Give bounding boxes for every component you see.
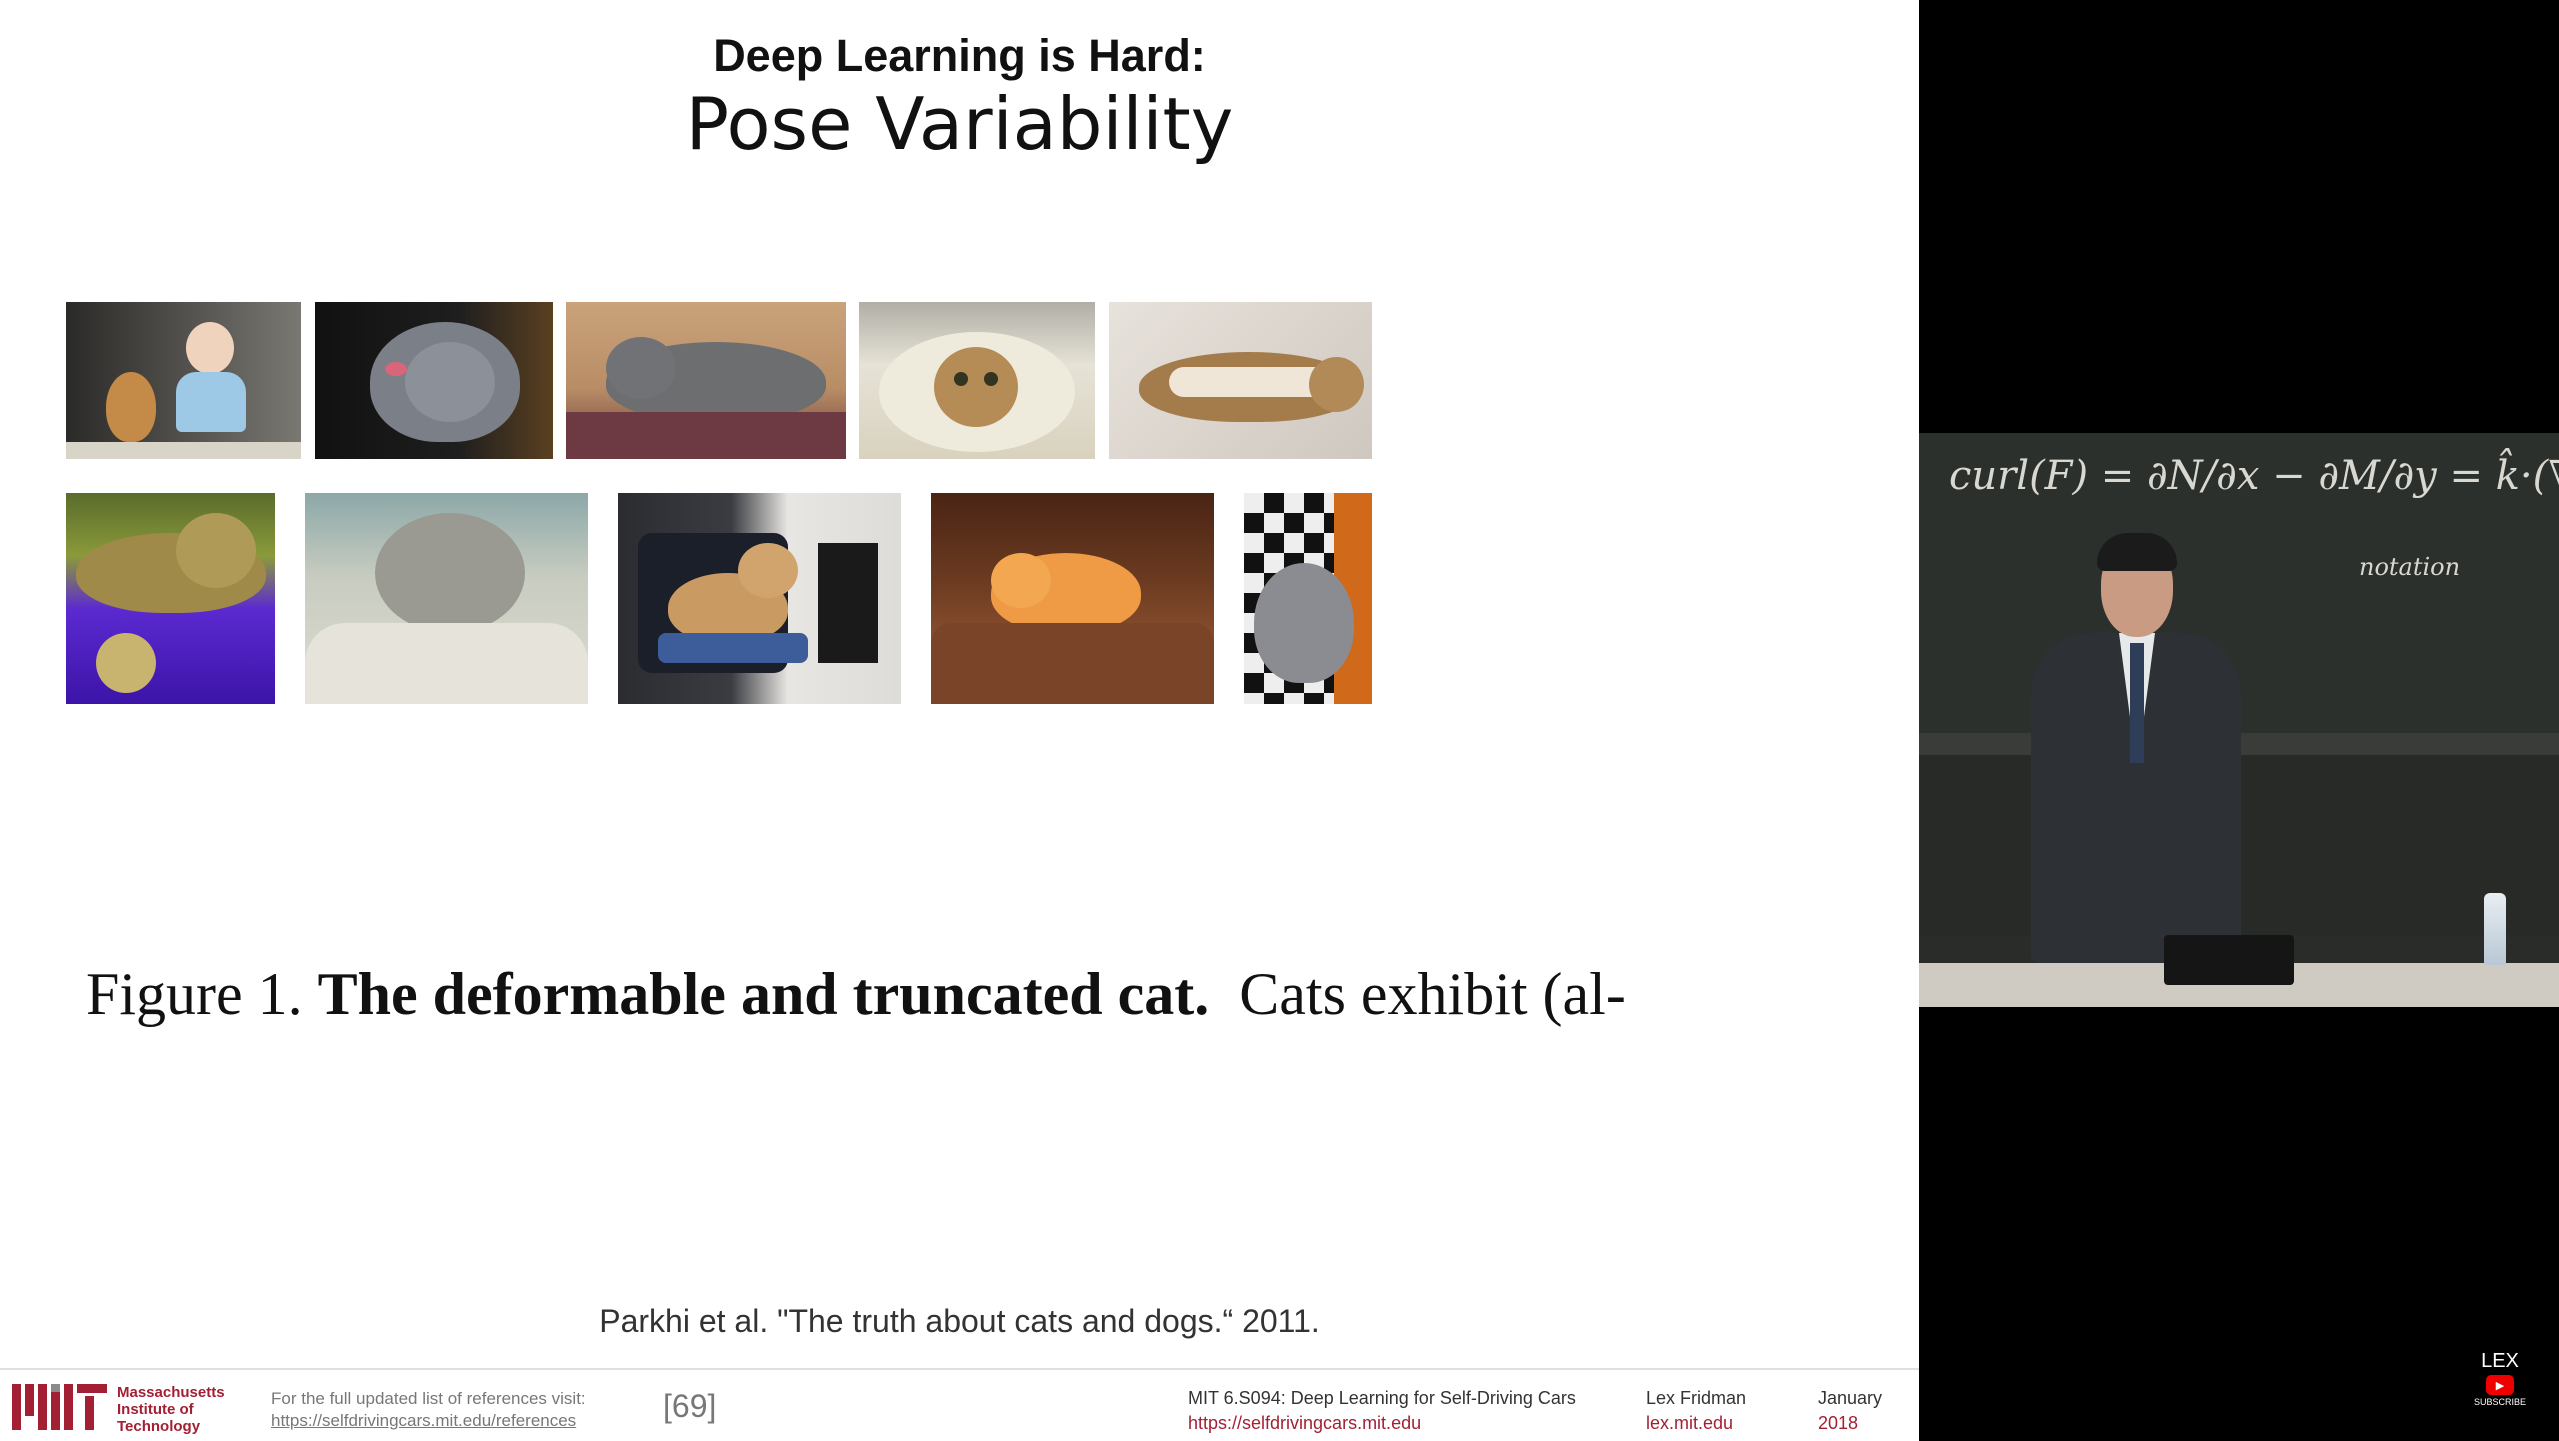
date-month: January [1818, 1388, 1883, 1408]
slide: Deep Learning is Hard: Pose Variability [0, 0, 1919, 1441]
institution-line-3: Technology [117, 1418, 201, 1435]
course-info: MIT 6.S094: Deep Learning for Self-Drivi… [1188, 1386, 1576, 1436]
date-info: January 2018 [1818, 1386, 1882, 1436]
references-label: For the full updated list of references … [271, 1389, 586, 1408]
figure-caption-prefix: Figure 1. [86, 961, 318, 1027]
figure-caption-bold: The deformable and truncated cat. [317, 961, 1210, 1027]
water-bottle [2484, 893, 2506, 965]
figure-caption-rest: Cats exhibit (al- [1209, 961, 1626, 1027]
laptop [2164, 935, 2294, 985]
slide-subtitle: Deep Learning is Hard: [713, 30, 1206, 81]
cat-on-office-chair-photo [618, 493, 901, 704]
course-title: MIT 6.S094: Deep Learning for Self-Drivi… [1188, 1388, 1576, 1408]
speaker-video: curl(F) = ∂N/∂x − ∂M/∂y = k̂·(∇×F) notat… [1919, 433, 2559, 1007]
institution-line-1: Massachusetts [117, 1384, 225, 1401]
course-link[interactable]: https://selfdrivingcars.mit.edu [1188, 1413, 1422, 1433]
grey-cat-licking-paw-photo [315, 302, 553, 459]
mit-institution-name: Massachusetts Institute of Technology [117, 1384, 225, 1435]
youtube-play-icon: ▶ [2486, 1375, 2514, 1395]
date-year: 2018 [1818, 1413, 1859, 1433]
institution-line-2: Institute of [117, 1401, 194, 1418]
cat-with-baby-photo [66, 302, 301, 459]
speaker-hair [2097, 533, 2177, 571]
figure-caption: Figure 1. The deformable and truncated c… [86, 960, 1846, 1029]
channel-watermark[interactable]: LEX ▶ SUBSCRIBE [2470, 1350, 2530, 1407]
grey-cat-lying-on-bed-photo [566, 302, 846, 459]
chalk-equation: curl(F) = ∂N/∂x − ∂M/∂y = k̂·(∇×F) [1949, 453, 2559, 499]
grey-cat-on-checkered-floor-photo [1244, 493, 1372, 704]
author-link[interactable]: lex.mit.edu [1646, 1413, 1734, 1433]
references-note: For the full updated list of references … [271, 1388, 586, 1432]
tabby-cat-on-purple-blanket-photo [66, 493, 275, 704]
mit-logo [12, 1384, 107, 1430]
grey-cat-on-white-blanket-photo [305, 493, 588, 704]
subscribe-label: SUBSCRIBE [2473, 1397, 2526, 1407]
author-name: Lex Fridman [1646, 1388, 1747, 1408]
slide-footer: Massachusetts Institute of Technology Fo… [0, 1368, 1919, 1441]
citation: Parkhi et al. "The truth about cats and … [599, 1303, 1320, 1339]
slide-number: [69] [663, 1388, 717, 1424]
references-link[interactable]: https://selfdrivingcars.mit.edu/referenc… [271, 1411, 577, 1430]
slide-title: Pose Variability [685, 82, 1234, 166]
orange-kitten-sleeping-photo [931, 493, 1214, 704]
author-info: Lex Fridman lex.mit.edu [1646, 1386, 1746, 1436]
chalk-note: notation [2359, 553, 2461, 581]
tabby-cat-on-back-photo [1109, 302, 1372, 459]
speaker-tie [2130, 643, 2144, 763]
watermark-label: LEX [2481, 1350, 2519, 1372]
cat-in-sink-photo [859, 302, 1095, 459]
